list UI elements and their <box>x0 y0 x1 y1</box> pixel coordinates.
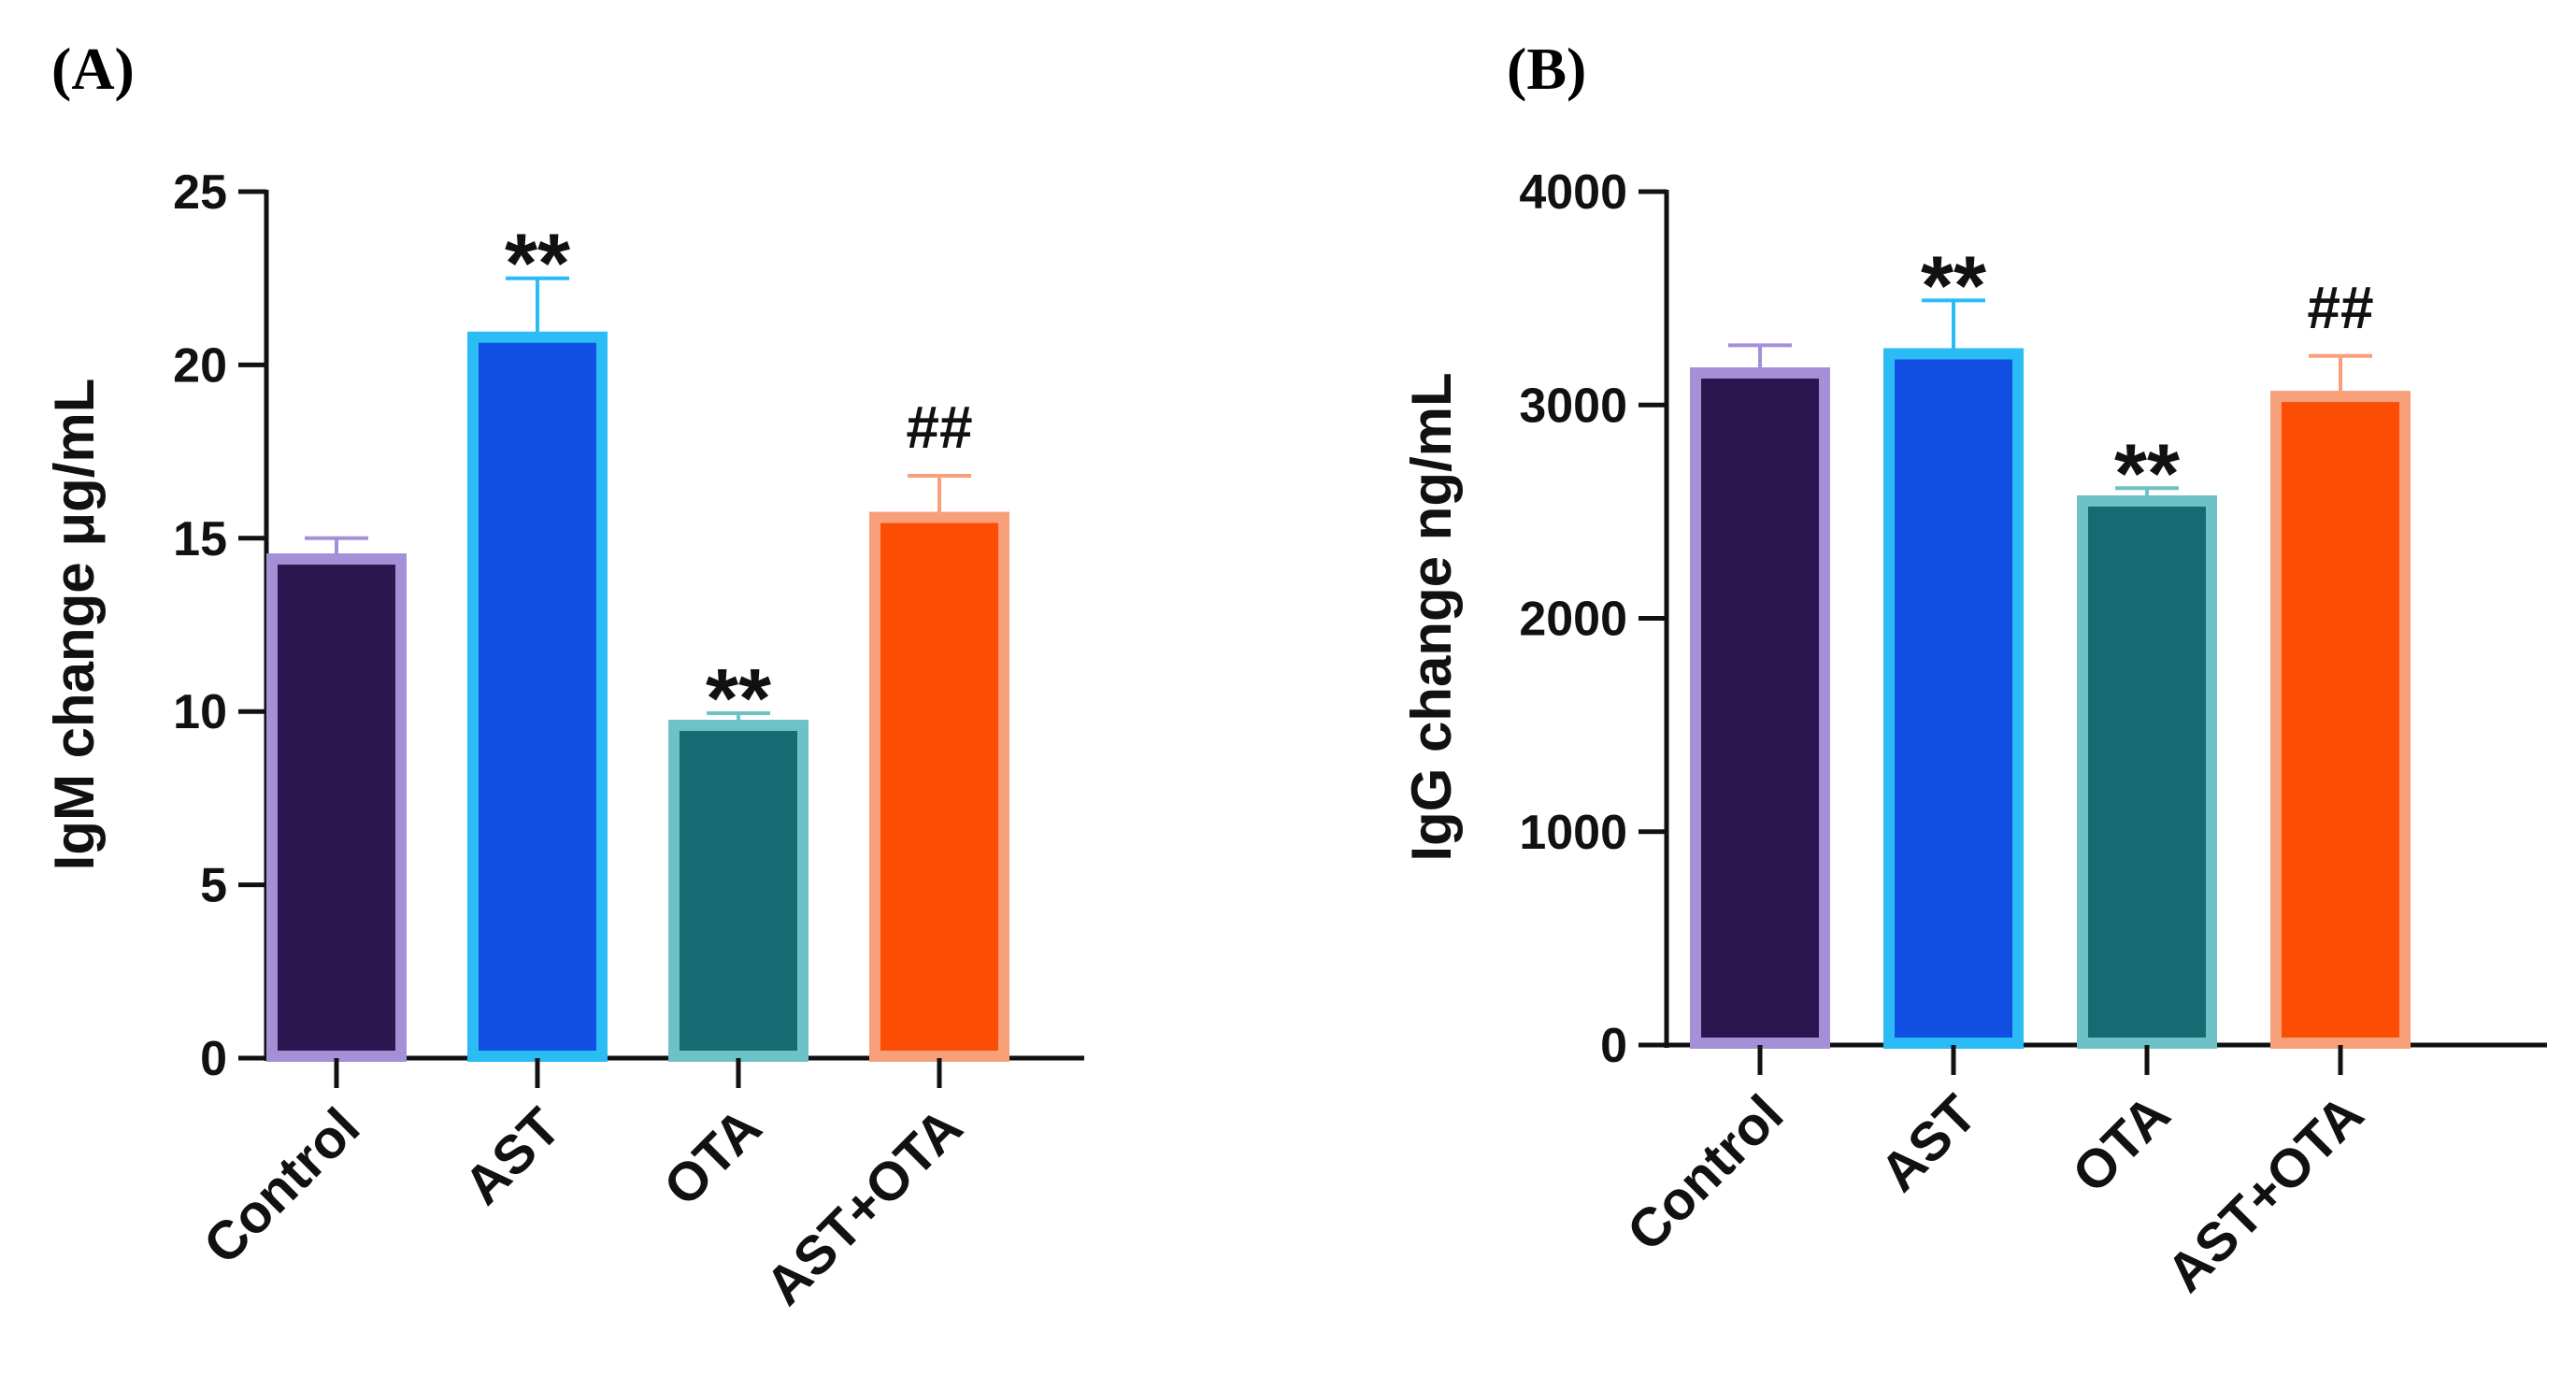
y-axis-title: IgM change μg/mL <box>43 379 106 871</box>
y-tick-label: 15 <box>173 512 227 566</box>
significance-mark: ** <box>1921 239 1986 333</box>
y-tick-label: 1000 <box>1519 806 1627 860</box>
x-tick-label: Control <box>1615 1083 1795 1263</box>
x-tick-label: AST+OTA <box>2155 1083 2375 1303</box>
y-tick-label: 0 <box>1600 1019 1627 1073</box>
y-tick-label: 25 <box>173 165 227 220</box>
x-tick-label: AST+OTA <box>754 1096 974 1316</box>
y-tick-label: 5 <box>200 859 227 913</box>
y-tick-label: 2000 <box>1519 593 1627 647</box>
x-tick-label: OTA <box>2061 1083 2182 1204</box>
bar <box>1883 348 2024 1050</box>
y-axis-title: IgG change ng/mL <box>1400 372 1463 861</box>
y-tick-label: 0 <box>200 1032 227 1086</box>
significance-mark: ** <box>2114 427 2180 521</box>
significance-mark: ** <box>505 218 570 311</box>
panel-label: (A) <box>51 36 135 102</box>
bar <box>668 720 809 1062</box>
x-tick-label: AST <box>1868 1083 1988 1203</box>
y-tick-label: 20 <box>173 338 227 393</box>
y-tick-label: 3000 <box>1519 379 1627 433</box>
significance-mark: ## <box>906 394 972 461</box>
bar <box>266 553 407 1062</box>
panel-a-chart: (A) IgM change μg/mL 0 5 10 15 20 25 Control AST *… <box>43 36 1084 1317</box>
y-tick-label: 4000 <box>1519 165 1627 220</box>
bar <box>467 331 608 1062</box>
y-tick-label: 10 <box>173 685 227 739</box>
x-tick-label: AST <box>452 1096 572 1216</box>
bar <box>2077 494 2217 1049</box>
bar <box>2270 391 2411 1049</box>
panel-label: (B) <box>1507 36 1586 102</box>
panel-b-chart: (B) IgG change ng/mL 0 1000 2000 3000 4000 Cont… <box>1400 36 2547 1304</box>
bar <box>869 511 1009 1062</box>
bar <box>1690 367 1830 1049</box>
x-tick-label: OTA <box>652 1096 773 1217</box>
significance-mark: ** <box>706 652 771 746</box>
significance-mark: ## <box>2307 274 2373 341</box>
x-tick-label: Control <box>192 1096 371 1276</box>
